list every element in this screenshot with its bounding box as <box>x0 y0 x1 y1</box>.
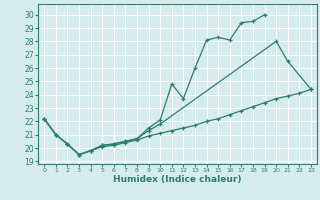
X-axis label: Humidex (Indice chaleur): Humidex (Indice chaleur) <box>113 175 242 184</box>
